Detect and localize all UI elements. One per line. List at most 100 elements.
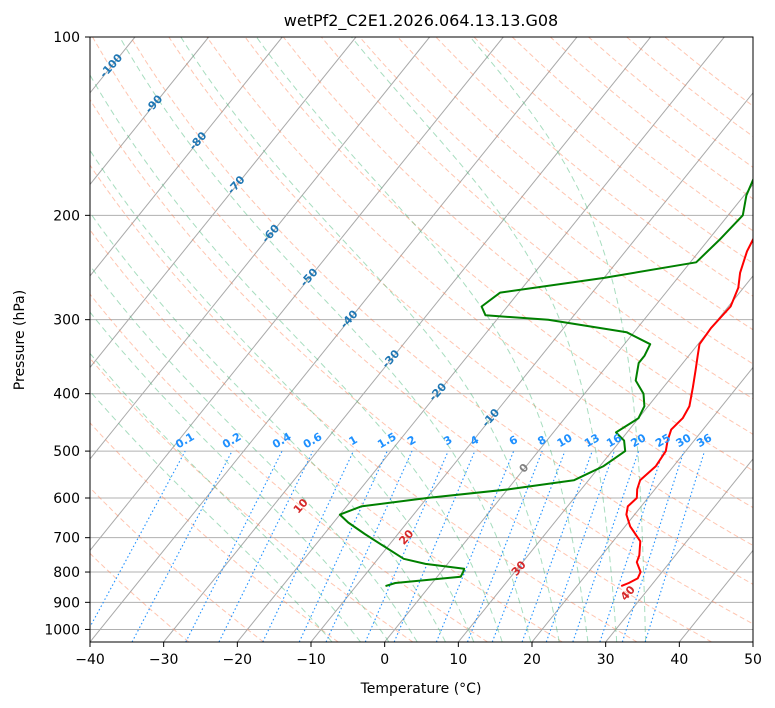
dry-adiabat-line (90, 422, 339, 642)
x-tick-label: 20 (523, 652, 541, 668)
moist-adiabat-line (90, 149, 475, 642)
mixing-ratio-line (599, 450, 664, 642)
mixing-ratio-label: 2 (405, 433, 418, 448)
isotherm-line (752, 641, 753, 642)
moist-adiabat-line (90, 211, 446, 642)
mixing-ratio-label: 30 (674, 431, 694, 450)
y-tick-label: 400 (53, 387, 80, 403)
isotherm-line (90, 37, 283, 277)
x-tick-label: 40 (670, 652, 688, 668)
y-tick-label: 900 (53, 595, 80, 611)
temperature-series-line (620, 237, 753, 588)
plot-frame (89, 36, 754, 643)
mixing-ratio-line (90, 450, 186, 629)
dry-adiabat-line (359, 37, 753, 365)
series-layer (338, 177, 753, 588)
mixing-ratio-label: 10 (555, 431, 575, 450)
mixing-ratio-label: 0.6 (301, 430, 325, 451)
y-tick-label: 200 (53, 208, 80, 224)
isotherm-line (384, 183, 753, 642)
dry-adiabat-line (397, 37, 753, 331)
isotherm-line (605, 458, 753, 642)
moist-adiabat-line (469, 37, 647, 642)
moist-adiabat-line (119, 37, 532, 642)
mixing-ratio-line (298, 450, 388, 642)
isotherm-line (90, 37, 578, 642)
y-tick-label: 1000 (44, 622, 80, 638)
moist-adiabat-line (90, 264, 418, 642)
isotherm-label: -40 (338, 307, 361, 331)
mixing-ratio-line (521, 450, 593, 642)
isotherm-label: -80 (186, 129, 209, 153)
axes: −40 −30 −20 −10 0 10 20 30 40 5010020030040050060… (44, 30, 762, 668)
x-tick-label: −10 (296, 652, 326, 668)
dry-adiabat-label: 40 (618, 583, 638, 603)
dewpoint-series-line (338, 177, 753, 588)
mixing-ratio-label: 0.1 (173, 430, 196, 451)
dry-adiabat-line (90, 357, 414, 642)
dry-adiabat-line (168, 37, 753, 547)
mixing-ratio-line (572, 450, 640, 642)
moist-adiabat-line (90, 311, 390, 642)
mixing-ratio-line (325, 450, 413, 642)
mixing-ratio-label: 0.4 (270, 430, 294, 451)
isotherm-line (457, 275, 753, 642)
isotherm-line (90, 37, 504, 552)
x-tick-label: 0 (380, 652, 389, 668)
mixing-ratio-label: 13 (582, 431, 602, 450)
mixing-ratio-label: 20 (628, 431, 648, 450)
y-tick-label: 100 (53, 30, 80, 46)
isotherm-line (310, 92, 753, 642)
dry-adiabat-line (511, 37, 753, 232)
isotherm-line (90, 37, 431, 460)
moist-adiabat-line (90, 74, 503, 642)
y-tick-label: 800 (53, 565, 80, 581)
isotherm-label: -70 (225, 173, 248, 197)
x-tick-label: 10 (449, 652, 467, 668)
mixing-ratio-label: 16 (604, 431, 624, 450)
background-lines (0, 37, 753, 642)
mixing-ratio-label: 0.2 (220, 430, 243, 451)
isotherm-line (90, 37, 357, 369)
mixing-ratio-line (621, 450, 685, 642)
dry-adiabat-label: 20 (396, 527, 416, 547)
mixing-ratio-line (218, 450, 314, 642)
mixing-ratio-label: 36 (694, 431, 714, 450)
y-tick-label: 600 (53, 491, 80, 507)
moist-adiabat-line (256, 37, 589, 642)
chart-title: wetPf2_C2E1.2026.064.13.13.G08 (284, 11, 558, 31)
dry-adiabat-line (90, 98, 712, 642)
mixing-ratio-line (435, 450, 515, 642)
x-tick-label: −40 (75, 652, 105, 668)
x-tick-label: −20 (223, 652, 253, 668)
dry-adiabat-line (321, 37, 753, 400)
dry-adiabat-line (90, 552, 190, 642)
isotherm-line (531, 366, 753, 642)
isotherm-label: -100 (97, 51, 125, 80)
mixing-ratio-line (393, 450, 476, 642)
isotherm-label: -30 (379, 347, 402, 371)
isotherm-line (236, 37, 725, 642)
dry-adiabat-line (244, 37, 753, 472)
mixing-ratio-line (185, 450, 283, 642)
dry-adiabat-line (664, 37, 753, 107)
mixing-ratio-line (262, 450, 354, 642)
x-tick-label: −30 (149, 652, 179, 668)
isotherm-label: -50 (298, 266, 321, 290)
isotherm-line (678, 549, 753, 642)
isotherm-line (90, 37, 210, 186)
x-tick-label: 30 (597, 652, 615, 668)
dry-adiabat-label: 10 (291, 496, 311, 516)
isotherm-line (0, 37, 61, 642)
dry-adiabat-line (206, 37, 753, 509)
mixing-ratio-line (644, 450, 706, 642)
x-tick-label: 50 (744, 652, 762, 668)
dry-adiabat-line (90, 229, 563, 642)
dry-adiabat-line (130, 37, 753, 585)
y-tick-label: 700 (53, 531, 80, 547)
isotherm-label: -60 (259, 222, 282, 246)
moist-adiabat-line (90, 390, 333, 642)
dry-adiabat-line (90, 293, 488, 642)
isotherm-label: -20 (426, 380, 449, 404)
